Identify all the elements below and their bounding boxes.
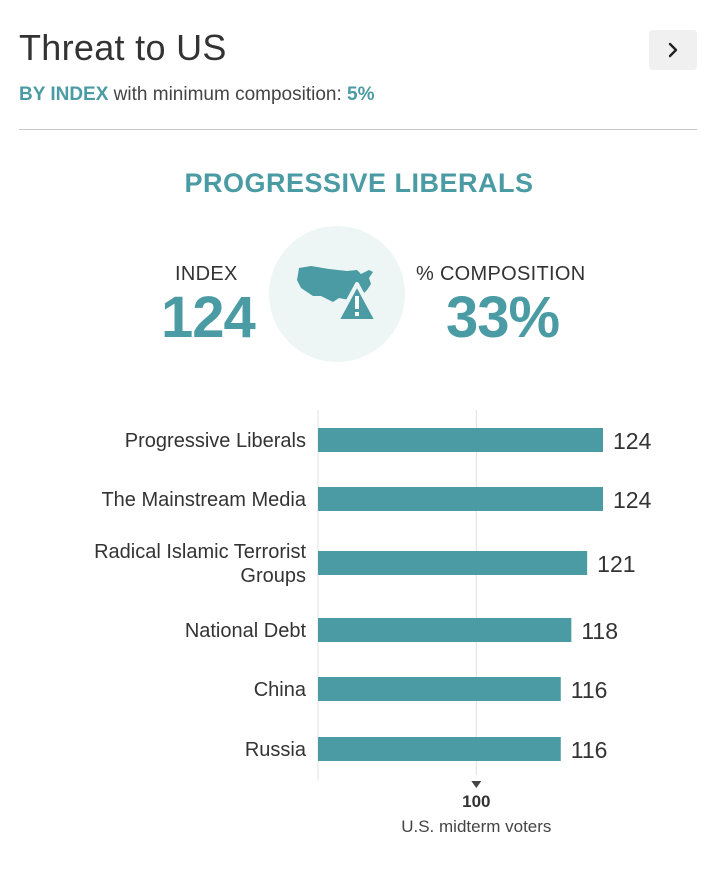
segment-name: PROGRESSIVE LIBERALS	[184, 168, 534, 198]
value-label: 121	[597, 551, 635, 577]
divider	[19, 129, 697, 130]
composition-value: 33%	[446, 285, 560, 350]
bar	[318, 677, 561, 701]
category-label: Russia	[245, 739, 307, 761]
bar	[318, 737, 561, 761]
bar	[318, 618, 572, 642]
next-button[interactable]	[649, 30, 697, 70]
bar	[318, 487, 603, 511]
index-bar-chart: Progressive Liberals 124 The Mainstream Me…	[94, 410, 652, 836]
category-label: National Debt	[185, 620, 307, 642]
category-label: Radical Islamic Terrorist Groups	[94, 541, 306, 587]
value-label: 118	[581, 618, 618, 644]
value-label: 124	[613, 487, 652, 513]
value-label: 116	[571, 737, 608, 763]
bar	[318, 551, 588, 575]
header: Threat to US BY INDEX with minimum compo…	[19, 26, 697, 105]
us-map-warning-icon	[269, 226, 405, 362]
category-label: Progressive Liberals	[125, 430, 306, 452]
composition-label: % COMPOSITION	[416, 263, 586, 285]
page-title: Threat to US	[19, 27, 227, 68]
index-value: 124	[161, 285, 256, 350]
min-composition-text: with minimum composition:	[108, 84, 348, 105]
index-label: INDEX	[175, 263, 238, 285]
subtitle: BY INDEX with minimum composition: 5%	[19, 84, 375, 106]
reference-marker	[471, 781, 482, 788]
value-label: 116	[571, 677, 608, 703]
min-composition-value: 5%	[347, 84, 375, 105]
chevron-right-icon	[668, 42, 678, 58]
bar	[318, 428, 603, 452]
mode-label: BY INDEX	[19, 84, 109, 105]
reference-caption: U.S. midterm voters	[401, 817, 551, 836]
reference-label: 100	[462, 792, 490, 811]
value-label: 124	[613, 428, 652, 454]
category-label: China	[254, 679, 307, 701]
category-label: The Mainstream Media	[101, 489, 306, 511]
